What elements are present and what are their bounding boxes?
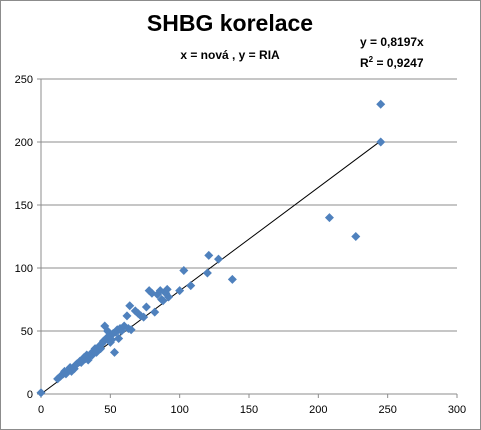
r-squared-value: = 0,9247 [373, 56, 424, 70]
data-point [158, 296, 168, 306]
data-point [324, 213, 334, 223]
data-point [162, 284, 172, 294]
data-point [122, 311, 132, 321]
data-point [376, 99, 386, 109]
data-point [139, 312, 149, 322]
data-point [175, 286, 185, 296]
data-point [114, 334, 124, 344]
y-tick-label: 150 [15, 200, 33, 212]
chart-title: SHBG korelace [146, 10, 314, 36]
x-tick-label: 50 [104, 404, 116, 416]
data-point [213, 254, 223, 264]
x-tick-label: 200 [309, 404, 327, 416]
y-tick-label: 250 [15, 74, 33, 86]
x-tick-label: 300 [448, 404, 466, 416]
data-point [126, 325, 136, 335]
y-tick-label: 100 [15, 263, 33, 275]
data-point [351, 232, 361, 241]
data-point [164, 292, 174, 302]
x-tick-label: 150 [240, 404, 258, 416]
r-squared-label: R2 = 0,9247 [360, 51, 424, 72]
data-point [376, 137, 386, 147]
x-tick-label: 250 [378, 404, 396, 416]
data-point [202, 268, 212, 278]
data-point [204, 250, 214, 260]
data-point [109, 347, 119, 357]
x-tick-label: 0 [38, 404, 44, 416]
data-point [150, 307, 160, 317]
data-point [36, 388, 46, 398]
data-point [227, 274, 237, 284]
data-point [179, 266, 189, 276]
data-point [186, 281, 196, 291]
y-tick-label: 0 [27, 389, 33, 401]
x-tick-label: 100 [170, 404, 188, 416]
y-tick-label: 200 [15, 137, 33, 149]
y-tick-label: 50 [21, 326, 33, 338]
data-point [141, 302, 151, 312]
r-squared-symbol: R [360, 56, 369, 70]
data-point [107, 335, 117, 345]
trendline-equation: y = 0,8197x [360, 35, 424, 49]
data-point [125, 301, 135, 311]
chart-subtitle: x = nová , y = RIA [180, 48, 280, 62]
r-squared-exponent: 2 [368, 55, 374, 64]
trendline-equation-box: y = 0,8197x R2 = 0,9247 [360, 33, 424, 72]
